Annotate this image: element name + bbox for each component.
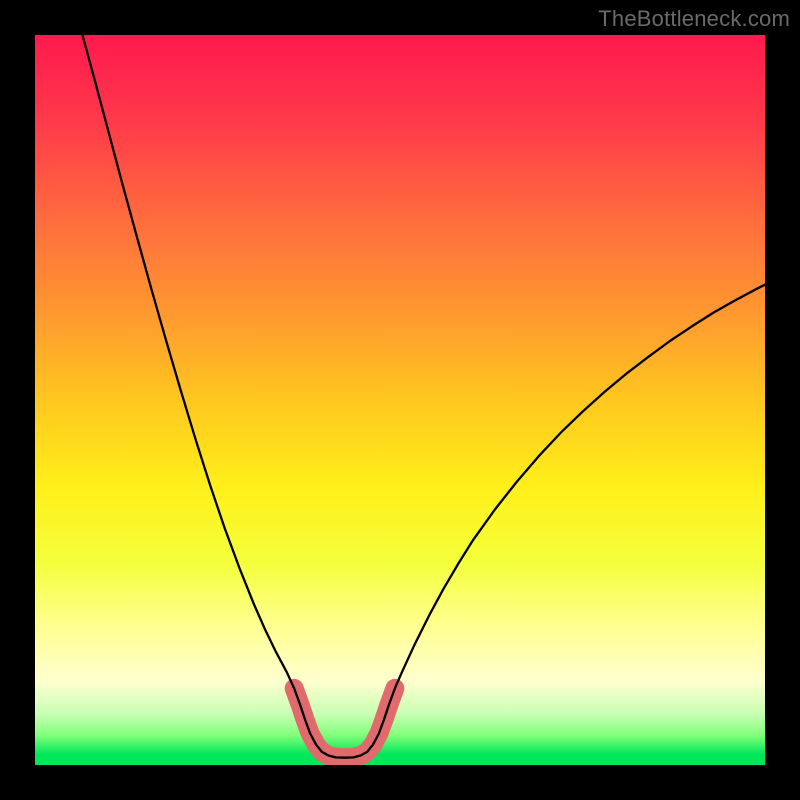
chart-plot-area	[35, 35, 765, 765]
chart-svg	[35, 35, 765, 765]
gradient-background	[35, 35, 765, 765]
watermark-text: TheBottleneck.com	[598, 6, 790, 32]
